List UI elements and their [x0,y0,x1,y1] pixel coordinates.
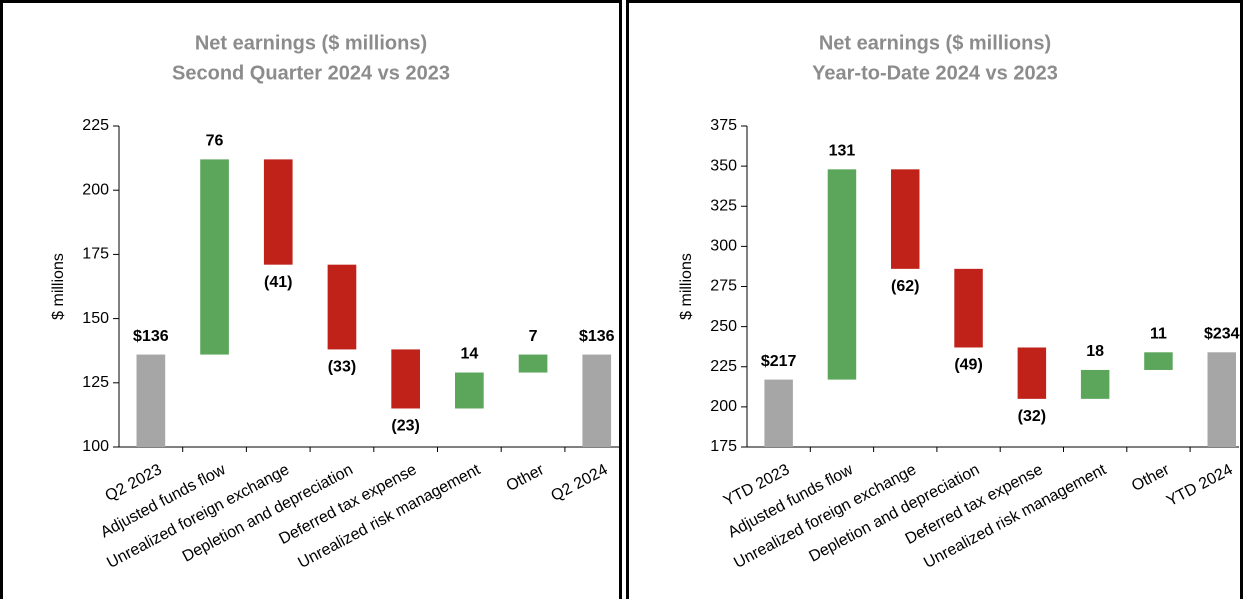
bar [327,264,357,350]
y-tick-label: 325 [710,197,737,214]
y-tick-label: 150 [82,310,109,327]
data-label: 14 [460,346,478,363]
bar [455,372,484,409]
y-axis-title: $ millions [50,253,67,320]
data-label: (49) [954,357,982,374]
data-label: $217 [761,353,797,370]
bar [582,354,612,447]
bar [891,169,920,269]
data-label: $234 [1204,326,1240,343]
data-label: 7 [529,328,538,345]
chart-title: Net earnings ($ millions) [195,32,427,54]
data-label: $136 [579,328,615,345]
y-tick-label: 250 [710,318,737,335]
y-tick-label: 175 [82,246,109,263]
y-tick-label: 125 [82,374,109,391]
bar [263,159,293,265]
data-label: 131 [829,143,856,160]
y-tick-label: 200 [710,398,737,415]
data-label: (23) [391,418,419,435]
y-tick-label: 375 [710,117,737,134]
chart-subtitle: Year-to-Date 2024 vs 2023 [812,62,1058,84]
y-axis-title: $ millions [678,253,695,320]
bar [827,169,857,380]
y-tick-label: 350 [710,157,737,174]
bar [1017,347,1047,399]
bar [391,349,420,409]
bar [1080,369,1110,399]
bar [764,379,793,447]
panel-border [0,0,622,599]
data-label: (33) [328,359,356,376]
y-tick-label: 225 [82,117,109,134]
data-label: (32) [1018,408,1046,425]
y-tick-label: 200 [82,181,109,198]
bar [1144,352,1173,370]
y-tick-label: 100 [82,438,109,455]
y-tick-label: 275 [710,278,737,295]
bar [518,354,548,373]
data-label: (41) [264,274,292,291]
x-tick-label: Other [504,461,548,495]
x-tick-label: Q2 2024 [548,461,610,505]
data-label: 11 [1150,326,1167,343]
y-tick-label: 175 [710,438,737,455]
bar [136,354,166,447]
x-tick-label: Other [1129,461,1173,495]
y-tick-label: 300 [710,238,737,255]
chart-title: Net earnings ($ millions) [819,32,1051,54]
data-label: (62) [891,278,919,295]
y-tick-label: 225 [710,358,737,375]
data-label: 76 [206,133,224,150]
panel-border [626,0,1243,599]
bar [1207,352,1236,447]
bar [954,268,983,348]
data-label: 18 [1086,343,1104,360]
x-tick-label: YTD 2024 [1164,461,1236,510]
chart-subtitle: Second Quarter 2024 vs 2023 [172,62,450,84]
data-label: $136 [133,328,169,345]
bar [200,159,229,355]
